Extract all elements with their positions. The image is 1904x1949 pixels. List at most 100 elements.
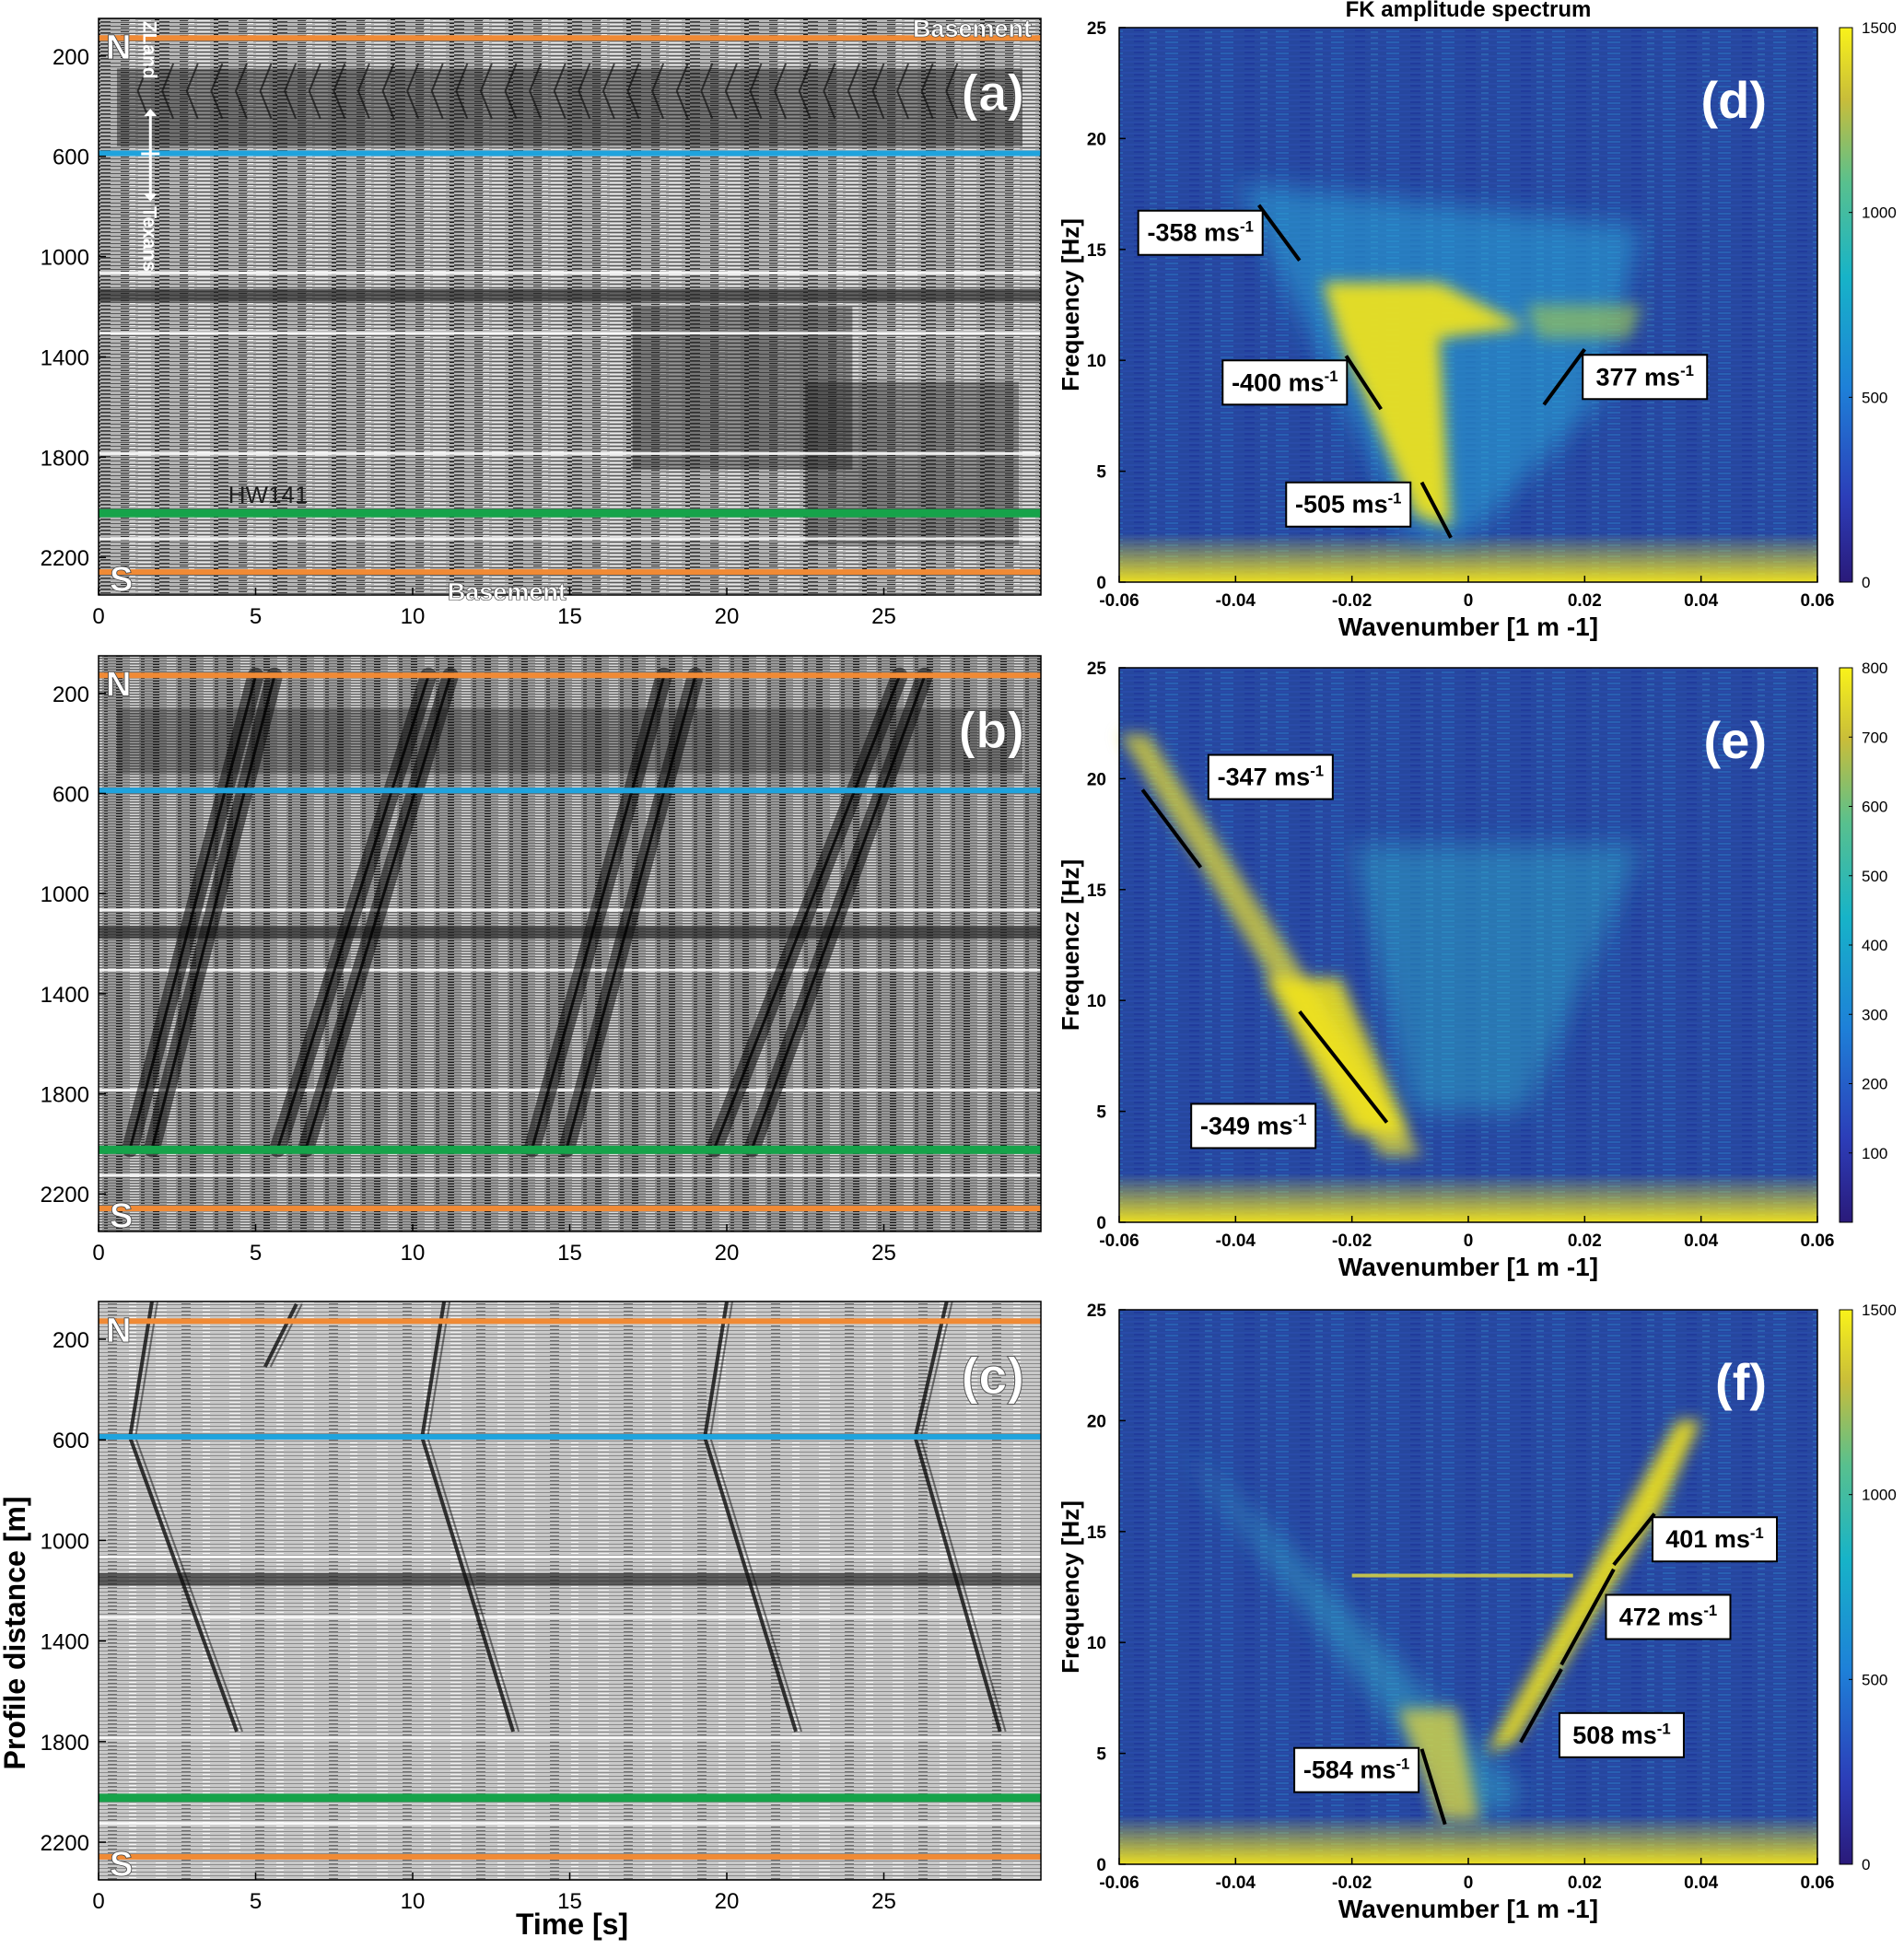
- trace-gap-line: [99, 1089, 1041, 1092]
- colorbar-tick-label: 0: [1862, 1856, 1870, 1873]
- colorbar-tick-label: 400: [1862, 937, 1887, 954]
- marker-line-orange: [99, 1206, 1041, 1212]
- y-tick-label: 10: [1087, 992, 1106, 1011]
- trace-gap-line: [99, 271, 1041, 274]
- x-tick-label: 0: [1464, 591, 1474, 611]
- trace-gap-line: [99, 1173, 1041, 1177]
- velocity-label-box: [1605, 1593, 1732, 1640]
- seismic-background: [99, 18, 1041, 595]
- y-tick-label: 1000: [41, 246, 89, 271]
- x-tick-label: 10: [401, 604, 426, 629]
- x-tick-label: 20: [715, 604, 740, 629]
- fk-cone-right: [1526, 305, 1643, 339]
- velocity-line: [1559, 1568, 1616, 1666]
- basement-top-label: Basement: [913, 15, 1032, 42]
- traffic-events: [136, 63, 959, 120]
- y-tick-label: 10: [1087, 352, 1106, 371]
- x-tick-label: -0.02: [1332, 1873, 1372, 1893]
- wave-event: [263, 1302, 298, 1368]
- x-tick-label: 5: [250, 604, 262, 629]
- marker-line-orange: [99, 1318, 1041, 1325]
- trace-gap-line: [99, 1616, 1041, 1619]
- wave-event: [703, 1436, 798, 1733]
- marker-line-green: [99, 508, 1041, 518]
- fk-lowfreq-band: [1119, 533, 1817, 582]
- marker-line-green: [99, 1793, 1041, 1803]
- x-tick-label: 25: [871, 1889, 896, 1914]
- fk-cone-core: [1323, 282, 1527, 527]
- texture-zone: [117, 68, 1022, 146]
- wave-event-core: [750, 675, 927, 1150]
- velocity-label-box: [1285, 481, 1412, 528]
- y-tick-label: 2200: [41, 1831, 89, 1856]
- velocity-label: 377 ms-1: [1595, 362, 1693, 391]
- south-label: S: [110, 561, 133, 600]
- y-tick-label: 600: [53, 1429, 89, 1453]
- x-tick-label: -0.02: [1332, 1231, 1372, 1251]
- x-tick-label: 25: [871, 604, 896, 629]
- boundary-arrow-up: [144, 108, 158, 117]
- y-tick-label: 1400: [41, 345, 89, 370]
- velocity-label-box: [1190, 1103, 1317, 1150]
- velocity-line: [1542, 347, 1586, 406]
- y-tick-label: 20: [1087, 130, 1106, 149]
- y-tick-label: 15: [1087, 881, 1107, 901]
- marker-line-orange: [99, 1853, 1041, 1860]
- y-tick-label: 600: [53, 146, 89, 170]
- road-label: HW141: [228, 481, 309, 508]
- y-tick-label: 2200: [41, 1183, 89, 1208]
- wave-event-echo: [134, 1301, 158, 1438]
- x-tick-label: 15: [557, 1241, 582, 1266]
- colorbar-tick-label: 500: [1862, 389, 1887, 406]
- fk-panel-d: -0.06 -0.04 -0.02 0 0.02 0.04 0.06 0 5 10 15 20 25 Fr…: [1057, 0, 1897, 641]
- dead-trace-band: [99, 926, 1041, 939]
- x-tick-label: 10: [401, 1889, 426, 1914]
- x-tick-label: 15: [557, 1889, 582, 1914]
- y-tick-label: 5: [1096, 1745, 1106, 1765]
- velocity-line: [1519, 1668, 1563, 1744]
- wave-event-core: [565, 675, 697, 1150]
- fk-branch-core: [1264, 978, 1410, 1134]
- marker-line-orange: [99, 569, 1041, 576]
- trace-gap-line: [99, 1822, 1041, 1826]
- x-tick-label: -0.06: [1099, 1231, 1139, 1251]
- x-tick-label: 15: [557, 604, 582, 629]
- y-axis-label: Frequency [Hz]: [1057, 218, 1084, 391]
- panel-label: (c): [962, 1347, 1024, 1405]
- x-axis-label: Wavenumber [1 m -1]: [1338, 1253, 1598, 1281]
- x-tick-label: 25: [871, 1241, 896, 1266]
- y-tick-label: 25: [1087, 1301, 1107, 1321]
- marker-line-orange: [99, 672, 1041, 679]
- wave-event-echo: [919, 1437, 1007, 1733]
- y-tick-label: 0: [1096, 574, 1106, 593]
- colorbar-tick-label: 700: [1862, 729, 1887, 746]
- colorbar-tick-label: 500: [1862, 868, 1887, 885]
- seismic-panel-a: 0 5 10 15 20 25 200 600 1000 1400 1800 2200 (a) N S Bas…: [41, 14, 1042, 629]
- colorbar-tick-label: 0: [1862, 574, 1870, 591]
- y-tick-label: 0: [1096, 1214, 1106, 1233]
- x-tick-label: -0.04: [1216, 1873, 1256, 1893]
- chart-title: FK amplitude spectrum: [1346, 0, 1592, 22]
- velocity-label-box: [1207, 753, 1334, 800]
- wave-event-echo: [134, 1437, 243, 1733]
- fk-energy-core: [1323, 282, 1643, 527]
- colorbar-tick-label: 1500: [1862, 19, 1897, 37]
- seismic-x-axis-label: Time [s]: [516, 1908, 628, 1941]
- colorbar-tick-label: 800: [1862, 659, 1887, 677]
- x-tick-label: 20: [715, 1889, 740, 1914]
- y-tick-label: 1800: [41, 446, 89, 471]
- wave-event: [420, 1436, 516, 1733]
- trace-gap-line: [99, 968, 1041, 972]
- y-tick-label: 25: [1087, 659, 1107, 679]
- basement-bottom-label: Basement: [448, 578, 567, 606]
- velocity-line: [1140, 788, 1203, 869]
- texture-zone: [805, 381, 1020, 545]
- south-label: S: [110, 1197, 133, 1236]
- zland-label: ZLand: [138, 21, 159, 79]
- x-tick-label: -0.06: [1099, 1873, 1139, 1893]
- y-tick-label: 5: [1096, 463, 1106, 483]
- y-tick-label: 2200: [41, 546, 89, 571]
- wave-event-echo: [269, 1303, 303, 1368]
- trace-gap-line: [99, 537, 1041, 541]
